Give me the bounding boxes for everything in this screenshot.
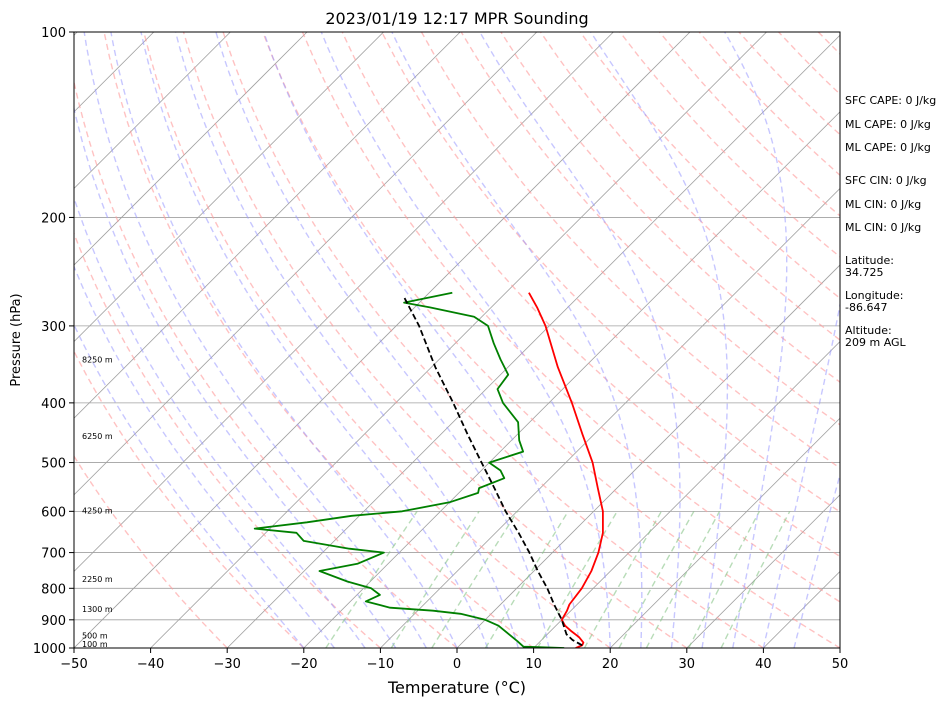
- axes: −50 −40 −30 −20 −10 0 10 20 30 40 50 100 200 300 400 50…: [33, 26, 848, 672]
- temperature-line: [528, 292, 604, 648]
- altitude-label: 4250 m: [82, 506, 113, 515]
- isotherm: [74, 32, 614, 572]
- x-tick-label: −20: [290, 657, 317, 672]
- moist-adiabat: [320, 32, 611, 648]
- moist-adiabat: [74, 195, 366, 648]
- altitude-label: 1300 m: [82, 605, 113, 614]
- moist-adiabat: [762, 301, 840, 648]
- isotherm: [74, 32, 538, 496]
- x-tick-label: 20: [602, 657, 619, 672]
- isotherm: [74, 32, 384, 343]
- mixing-ratio-line: [325, 510, 418, 648]
- moist-adiabat: [74, 264, 335, 648]
- longitude: Longitude: -86.647: [845, 289, 904, 314]
- dry-adiabat: [579, 32, 840, 300]
- mixing-ratio-line: [431, 510, 519, 648]
- mixing-ratio-line: [390, 510, 480, 648]
- y-tick-label: 800: [41, 582, 66, 597]
- isotherm: [686, 494, 840, 648]
- plot-frame: [73, 31, 841, 649]
- dry-adiabat: [103, 32, 535, 648]
- isotherm: [74, 32, 691, 648]
- ml-cin-2: ML CIN: 0 J/kg: [845, 221, 922, 234]
- moist-adiabat: [74, 105, 397, 648]
- sfc-cin: SFC CIN: 0 J/kg: [845, 174, 927, 187]
- x-tick-label: −40: [137, 657, 164, 672]
- y-tick-label: 900: [41, 614, 66, 629]
- y-tick-label: 300: [41, 320, 66, 335]
- mixing-ratio-line: [484, 510, 569, 648]
- isotherm: [74, 32, 461, 419]
- x-tick-label: 10: [525, 657, 542, 672]
- y-tick-label: 1000: [33, 642, 66, 657]
- mixing-ratio-line: [618, 510, 695, 648]
- x-tick-label: −10: [367, 657, 394, 672]
- dewpoint-line: [253, 291, 565, 648]
- y-tick-label: 400: [41, 397, 66, 412]
- y-axis-title: Pressure (hPa): [9, 293, 24, 386]
- dry-adiabat: [143, 32, 611, 648]
- altitude: Altitude: 209 m AGL: [845, 324, 906, 349]
- y-tick-label: 700: [41, 547, 66, 562]
- dry-adiabat: [74, 349, 305, 648]
- ml-cape-2: ML CAPE: 0 J/kg: [845, 141, 931, 154]
- altitude-label: 6250 m: [82, 432, 113, 441]
- dry-adiabat: [74, 454, 228, 648]
- moist-adiabat: [263, 32, 581, 648]
- isotherm: [533, 341, 840, 648]
- x-tick-label: −50: [60, 657, 87, 672]
- moist-adiabat: [793, 472, 840, 648]
- x-axis-title: Temperature (°C): [387, 678, 526, 697]
- mixing-ratio-line: [688, 510, 761, 648]
- parcel-line: [402, 295, 583, 647]
- isotherm: [74, 32, 231, 189]
- moist-adiabat: [215, 32, 550, 648]
- latitude: Latitude: 34.725: [845, 254, 894, 279]
- y-tick-label: 500: [41, 457, 66, 472]
- dry-adiabat: [182, 32, 688, 648]
- moist-adiabat: [724, 32, 788, 648]
- mixing-ratio-line: [720, 510, 791, 648]
- mixing-ratio-line: [645, 510, 721, 648]
- isotherm: [74, 32, 308, 266]
- mixing-ratio-line: [583, 510, 663, 648]
- x-tick-label: 50: [832, 657, 849, 672]
- isotherm: [609, 417, 840, 648]
- altitude-label: 8250 m: [82, 355, 113, 364]
- y-tick-label: 100: [41, 26, 66, 41]
- altitude-label: 2250 m: [82, 575, 113, 584]
- moist-adiabat: [479, 32, 681, 648]
- moist-adiabat: [83, 32, 427, 648]
- x-tick-label: 30: [679, 657, 696, 672]
- chart-title: 2023/01/19 12:17 MPR Sounding: [325, 9, 588, 28]
- moist-adiabat: [391, 32, 643, 648]
- moist-adiabat: [110, 32, 458, 648]
- isotherm: [0, 32, 1, 648]
- isotherm: [150, 32, 767, 648]
- ml-cape: ML CAPE: 0 J/kg: [845, 118, 931, 131]
- y-tick-label: 600: [41, 505, 66, 520]
- altitude-label: 500 m: [82, 632, 108, 641]
- dry-adiabat: [262, 32, 840, 648]
- x-tick-label: −30: [213, 657, 240, 672]
- isotherm: [303, 111, 840, 648]
- altitude-label: 100 m: [82, 640, 108, 649]
- dry-adiabat: [74, 79, 458, 648]
- isotherm: [380, 187, 840, 648]
- reference-lines: [0, 32, 840, 648]
- moist-adiabat: [174, 32, 519, 648]
- x-tick-label: 40: [755, 657, 772, 672]
- sounding-profiles: [253, 291, 604, 648]
- sfc-cape: SFC CAPE: 0 J/kg: [845, 94, 937, 107]
- ml-cin: ML CIN: 0 J/kg: [845, 198, 922, 211]
- x-tick-label: 0: [453, 657, 461, 672]
- moist-adiabat: [590, 32, 729, 648]
- y-tick-label: 200: [41, 211, 66, 226]
